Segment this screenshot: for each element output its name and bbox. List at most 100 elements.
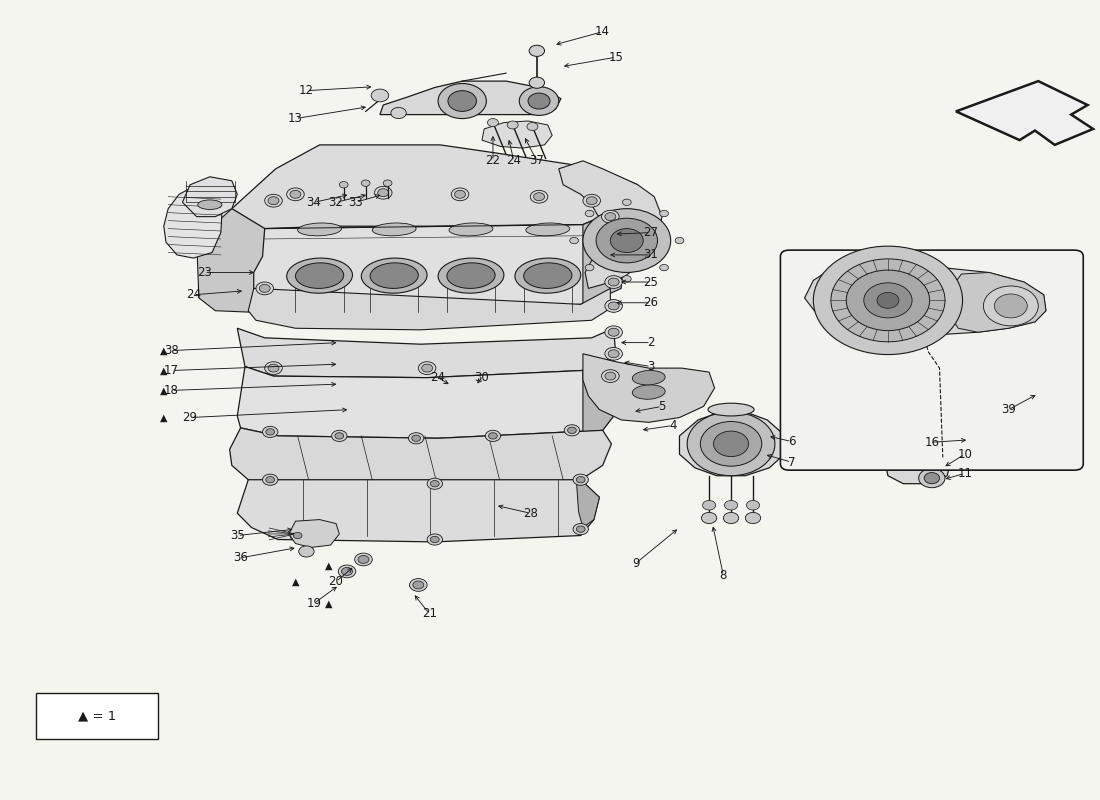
Polygon shape <box>230 428 612 488</box>
Circle shape <box>265 362 283 374</box>
Circle shape <box>332 430 346 442</box>
Text: 31: 31 <box>644 249 659 262</box>
Polygon shape <box>804 263 1046 334</box>
Polygon shape <box>254 209 622 312</box>
Circle shape <box>605 213 616 221</box>
Circle shape <box>334 433 343 439</box>
Polygon shape <box>379 81 561 114</box>
Text: ▲: ▲ <box>160 413 167 422</box>
Polygon shape <box>576 480 600 527</box>
Circle shape <box>418 362 436 374</box>
Polygon shape <box>249 288 611 330</box>
Polygon shape <box>238 480 600 542</box>
Polygon shape <box>232 145 638 229</box>
Ellipse shape <box>632 385 666 399</box>
Text: ▲: ▲ <box>160 366 167 375</box>
Circle shape <box>660 265 669 271</box>
Circle shape <box>527 122 538 130</box>
Circle shape <box>830 259 945 342</box>
Circle shape <box>430 481 439 487</box>
Circle shape <box>924 473 939 484</box>
Circle shape <box>714 431 749 457</box>
Circle shape <box>605 347 623 360</box>
Text: 27: 27 <box>644 226 659 239</box>
Polygon shape <box>164 185 223 258</box>
Text: 35: 35 <box>230 529 244 542</box>
Circle shape <box>568 427 576 434</box>
Polygon shape <box>238 356 614 438</box>
Text: 18: 18 <box>164 384 179 397</box>
Circle shape <box>361 180 370 186</box>
Polygon shape <box>482 121 552 148</box>
Text: 34: 34 <box>307 196 321 209</box>
Circle shape <box>430 536 439 542</box>
Polygon shape <box>197 209 265 312</box>
Circle shape <box>338 565 355 578</box>
Circle shape <box>623 199 631 206</box>
Circle shape <box>529 77 544 88</box>
Circle shape <box>371 89 388 102</box>
Text: 7: 7 <box>788 456 795 469</box>
Polygon shape <box>583 354 715 422</box>
Circle shape <box>576 477 585 483</box>
Circle shape <box>268 364 279 372</box>
Circle shape <box>576 526 585 532</box>
Ellipse shape <box>298 223 341 236</box>
Circle shape <box>488 433 497 439</box>
Circle shape <box>747 501 760 510</box>
Circle shape <box>660 210 669 217</box>
Circle shape <box>411 435 420 442</box>
Ellipse shape <box>708 403 755 416</box>
Text: 21: 21 <box>421 607 437 620</box>
Ellipse shape <box>198 200 222 210</box>
Circle shape <box>263 426 278 438</box>
Circle shape <box>701 422 762 466</box>
Text: 30: 30 <box>474 371 490 384</box>
Circle shape <box>864 283 912 318</box>
Text: 8: 8 <box>719 569 727 582</box>
FancyBboxPatch shape <box>36 693 158 739</box>
Circle shape <box>605 299 623 312</box>
Polygon shape <box>680 412 782 476</box>
Circle shape <box>583 194 601 207</box>
Text: 26: 26 <box>644 296 659 310</box>
Circle shape <box>724 513 739 523</box>
Circle shape <box>813 246 962 354</box>
Circle shape <box>530 190 548 203</box>
Circle shape <box>448 90 476 111</box>
Circle shape <box>377 189 388 197</box>
Circle shape <box>454 190 465 198</box>
Ellipse shape <box>361 258 427 293</box>
Text: ▲: ▲ <box>160 346 167 355</box>
Circle shape <box>408 433 424 444</box>
Circle shape <box>287 188 305 201</box>
Circle shape <box>383 180 392 186</box>
Ellipse shape <box>370 263 418 289</box>
Text: 4: 4 <box>669 419 676 432</box>
Circle shape <box>605 276 623 288</box>
Circle shape <box>605 372 616 380</box>
Polygon shape <box>289 519 339 547</box>
Circle shape <box>290 530 306 541</box>
FancyBboxPatch shape <box>780 250 1084 470</box>
Polygon shape <box>183 177 238 217</box>
Circle shape <box>487 118 498 126</box>
Text: 20: 20 <box>329 575 343 588</box>
Circle shape <box>846 270 929 330</box>
Circle shape <box>451 188 469 201</box>
Circle shape <box>623 276 631 282</box>
Circle shape <box>519 86 559 115</box>
Circle shape <box>427 534 442 545</box>
Circle shape <box>299 546 315 557</box>
Circle shape <box>529 46 544 56</box>
Circle shape <box>605 326 623 338</box>
Circle shape <box>746 513 761 523</box>
Circle shape <box>994 294 1027 318</box>
Circle shape <box>877 292 899 308</box>
Text: 28: 28 <box>522 506 538 520</box>
Circle shape <box>412 581 424 589</box>
Polygon shape <box>238 328 616 378</box>
Text: 25: 25 <box>644 275 659 289</box>
Ellipse shape <box>515 258 581 293</box>
Circle shape <box>358 555 368 563</box>
